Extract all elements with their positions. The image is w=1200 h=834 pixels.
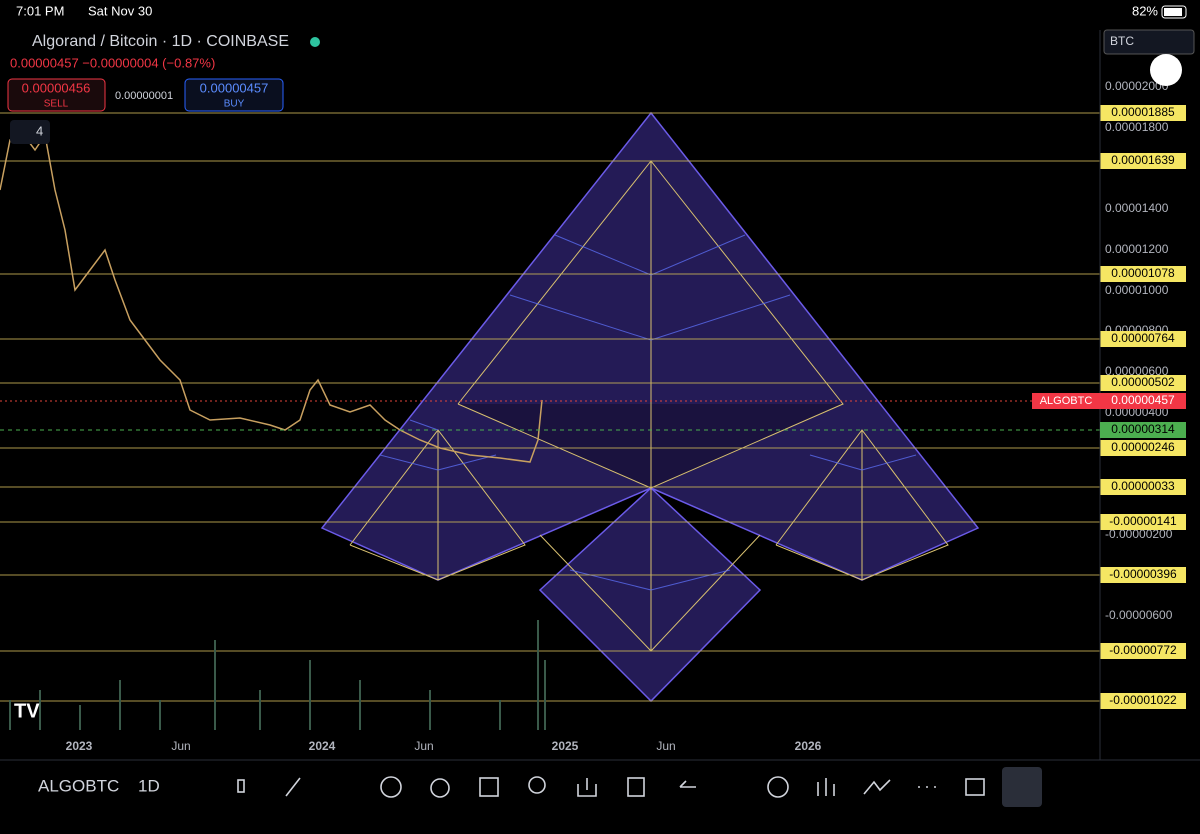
currency-select[interactable] (1103, 29, 1195, 55)
battery-icon (1161, 5, 1187, 19)
level-label: -0.00000141 (1109, 514, 1177, 528)
buy-button[interactable] (184, 78, 284, 112)
quote: 0.00000457 −0.00000004 (−0.87%) (10, 55, 215, 70)
price-line (0, 128, 543, 463)
toolbar-interval[interactable]: 1D (138, 776, 160, 795)
undo-icon[interactable] (679, 780, 696, 788)
sell-button[interactable] (7, 78, 106, 112)
time-axis-label: Jun (656, 739, 675, 753)
buy-label: BUY (224, 99, 245, 110)
indicators-toggle[interactable] (10, 120, 50, 144)
level-label: 0.00000764 (1111, 331, 1175, 345)
pattern-blue-lines (379, 234, 917, 591)
price-axis-label: 0.00001000 (1105, 283, 1169, 297)
level-tag (1100, 105, 1186, 121)
marker-price: 0.00000314 (1111, 422, 1175, 436)
level-label: 0.00001639 (1111, 153, 1175, 167)
currency: BTC (1110, 34, 1134, 48)
toolbar-symbol[interactable]: ALGOBTC (38, 776, 119, 795)
price-axis-label: 0.00001400 (1105, 201, 1169, 215)
volume-bars (9, 620, 546, 730)
price-axis-label: 0.00000600 (1105, 364, 1169, 378)
level-label: 0.00001078 (1111, 266, 1175, 280)
notes-icon[interactable] (627, 777, 645, 797)
collapse-button[interactable] (1150, 54, 1182, 86)
candles-icon[interactable] (237, 779, 245, 793)
battery-level (1164, 8, 1182, 16)
price-axis-label: 0.00001200 (1105, 242, 1169, 256)
last-price-tag (1100, 393, 1186, 409)
add-icon[interactable] (380, 776, 402, 798)
window-icon[interactable] (965, 778, 985, 796)
draw-icon[interactable] (285, 777, 301, 797)
level-label: -0.00000396 (1109, 567, 1177, 581)
fullscreen-button[interactable] (1002, 767, 1042, 807)
last-symbol: ALGOBTC (1040, 395, 1093, 407)
level-label: -0.00000772 (1109, 643, 1177, 657)
level-tag (1100, 266, 1186, 282)
time-axis-label: 2024 (309, 739, 336, 753)
level-tag (1100, 567, 1186, 583)
level-label: 0.00001885 (1111, 105, 1175, 119)
share-icon[interactable] (577, 778, 597, 797)
symbol-title[interactable]: Algorand / Bitcoin · 1D · COINBASE (32, 33, 289, 50)
level-tag (1100, 440, 1186, 456)
alert-icon[interactable] (430, 778, 450, 798)
last-price: 0.00000457 (1111, 393, 1175, 407)
price-axis-label: 0.00001800 (1105, 120, 1169, 134)
logo: TV (14, 700, 40, 722)
chart-icon[interactable] (817, 778, 835, 796)
market-open-dot (310, 37, 320, 47)
price-axis-label: -0.00000200 (1105, 527, 1173, 541)
level-label: 0.00000246 (1111, 440, 1175, 454)
level-tag (1100, 514, 1186, 530)
level-tag (1100, 693, 1186, 709)
level-label: -0.00001022 (1109, 693, 1177, 707)
sell-price: 0.00000456 (22, 80, 91, 95)
spread: 0.00000001 (115, 90, 173, 102)
sell-label: SELL (44, 99, 69, 110)
compare-icon[interactable] (863, 779, 891, 795)
idea-icon[interactable] (528, 776, 546, 794)
level-tag (1100, 643, 1186, 659)
indicators-count: 4 (36, 123, 43, 138)
level-tag (1100, 479, 1186, 495)
level-label: 0.00000033 (1111, 479, 1175, 493)
time-axis-label: 2023 (66, 739, 93, 753)
price-axis-label: 0.00002000 (1105, 79, 1169, 93)
status-date: Sat Nov 30 (88, 3, 152, 18)
last-symbol-tag (1032, 393, 1100, 409)
time-axis: 2023 Jun 2024 Jun 2025 Jun 2026 (66, 739, 822, 753)
level-tag (1100, 153, 1186, 169)
level-tag (1100, 331, 1186, 347)
time-axis-label: 2026 (795, 739, 822, 753)
pattern-drawing (320, 111, 980, 703)
pattern-lines (349, 160, 949, 652)
level-label: 0.00000502 (1111, 375, 1175, 389)
toolbar-icons (237, 767, 1042, 807)
layout-icon[interactable] (479, 777, 499, 797)
status-time: 7:01 PM (16, 3, 64, 18)
time-axis-label: Jun (171, 739, 190, 753)
battery: 82% (1132, 3, 1158, 18)
time-axis-label: Jun (414, 739, 433, 753)
price-axis-label: -0.00000600 (1105, 608, 1173, 622)
time-axis-label: 2025 (552, 739, 579, 753)
buy-price: 0.00000457 (200, 80, 269, 95)
levels: 0.00002000 0.00001800 0.00001400 0.00001200… (0, 79, 1186, 709)
marker-price-tag (1100, 422, 1186, 438)
info-icon[interactable] (767, 776, 789, 798)
level-tag (1100, 375, 1186, 391)
